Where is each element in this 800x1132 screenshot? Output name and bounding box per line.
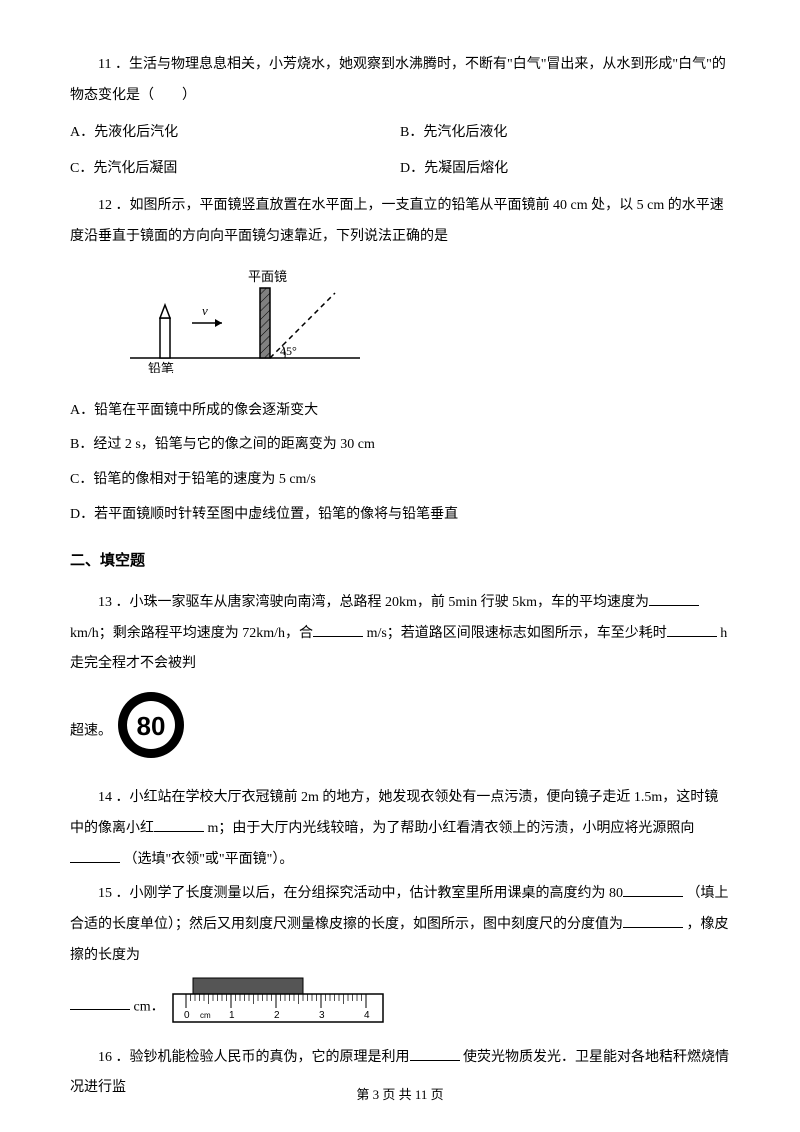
q15-blank-2 <box>623 912 683 928</box>
q15-p0: ．小刚学了长度测量以后，在分组探究活动中，估计教室里所用课桌的高度约为 80 <box>116 886 624 901</box>
q11-option-d: D．先凝固后熔化 <box>400 154 730 185</box>
q14-number: 14 <box>98 790 112 805</box>
q15-tail: cm． <box>134 999 165 1014</box>
q12-option-b: B．经过 2 s，铅笔与它的像之间的距离变为 30 cm <box>70 430 730 461</box>
q13-p2: m/s；若道路区间限速标志如图所示，车至少耗时 <box>367 626 667 641</box>
q14-p2: （选填"衣领"或"平面镜"）。 <box>124 852 294 867</box>
q13-number: 13 <box>98 595 112 610</box>
svg-text:3: 3 <box>319 1010 325 1021</box>
question-11-stem: 11 ．生活与物理息息相关，小芳烧水，她观察到水沸腾时，不断有"白气"冒出来，从… <box>70 50 730 112</box>
q13-blank-1 <box>649 590 699 606</box>
svg-text:2: 2 <box>274 1010 280 1021</box>
q12-option-c: C．铅笔的像相对于铅笔的速度为 5 cm/s <box>70 465 730 496</box>
mirror-label: 平面镜 <box>248 269 287 284</box>
q12-figure: v 铅笔 平面镜 45° <box>130 263 730 386</box>
question-15-stem: 15 ．小刚学了长度测量以后，在分组探究活动中，估计教室里所用课桌的高度约为 8… <box>70 879 730 971</box>
q12-text: ．如图所示，平面镜竖直放置在水平面上，一支直立的铅笔从平面镜前 40 cm 处，… <box>70 198 724 244</box>
q11-text: ．生活与物理息息相关，小芳烧水，她观察到水沸腾时，不断有"白气"冒出来，从水到形… <box>70 57 726 103</box>
q13-blank-3 <box>667 621 717 637</box>
q16-number: 16 <box>98 1050 112 1065</box>
speed-limit-value: 80 <box>136 711 165 741</box>
q13-p0: ．小珠一家驱车从唐家湾驶向南湾，总路程 20km，前 5min 行驶 5km，车… <box>116 595 650 610</box>
q14-blank-2 <box>70 847 120 863</box>
q11-number: 11 <box>98 57 111 72</box>
q14-blank-1 <box>154 816 204 832</box>
ruler-figure: 0 cm 1 2 3 4 <box>168 976 388 1039</box>
q16-p0: ．验钞机能检验人民币的真伪，它的原理是利用 <box>116 1050 410 1065</box>
question-14-stem: 14 ．小红站在学校大厅衣冠镜前 2m 的地方，她发现衣领处有一点污渍，便向镜子… <box>70 783 730 875</box>
q13-blank-2 <box>313 621 363 637</box>
section-2-title: 二、填空题 <box>70 545 730 578</box>
pencil-label: 铅笔 <box>148 361 174 373</box>
q11-option-b: B．先汽化后液化 <box>400 118 730 149</box>
svg-text:4: 4 <box>364 1010 370 1021</box>
q13-tail-row: 超速。 80 <box>70 684 730 779</box>
page-footer: 第 3 页 共 11 页 <box>0 1081 800 1110</box>
question-12-stem: 12 ．如图所示，平面镜竖直放置在水平面上，一支直立的铅笔从平面镜前 40 cm… <box>70 191 730 253</box>
q13-tail: 超速。 <box>70 724 112 739</box>
velocity-label: v <box>202 303 208 318</box>
q15-number: 15 <box>98 886 112 901</box>
q13-p1: km/h；剩余路程平均速度为 72km/h，合 <box>70 626 313 641</box>
q11-option-c: C．先汽化后凝固 <box>70 154 400 185</box>
q14-p1: m；由于大厅内光线较暗，为了帮助小红看清衣领上的污渍，小明应将光源照向 <box>208 821 695 836</box>
svg-text:1: 1 <box>229 1010 235 1021</box>
svg-text:0: 0 <box>184 1010 190 1021</box>
q12-number: 12 <box>98 198 112 213</box>
q12-option-d: D．若平面镜顺时针转至图中虚线位置，铅笔的像将与铅笔垂直 <box>70 500 730 531</box>
svg-text:cm: cm <box>200 1011 211 1020</box>
q15-tail-row: cm． 0 cm 1 2 3 4 <box>70 976 730 1039</box>
q11-option-a: A．先液化后汽化 <box>70 118 400 149</box>
speed-limit-sign-icon: 80 <box>116 690 186 773</box>
q16-blank-1 <box>410 1045 460 1061</box>
q15-blank-3 <box>70 994 130 1010</box>
question-13-stem: 13 ．小珠一家驱车从唐家湾驶向南湾，总路程 20km，前 5min 行驶 5k… <box>70 588 730 680</box>
angle-label: 45° <box>280 344 297 358</box>
q12-option-a: A．铅笔在平面镜中所成的像会逐渐变大 <box>70 396 730 427</box>
q15-blank-1 <box>623 881 683 897</box>
